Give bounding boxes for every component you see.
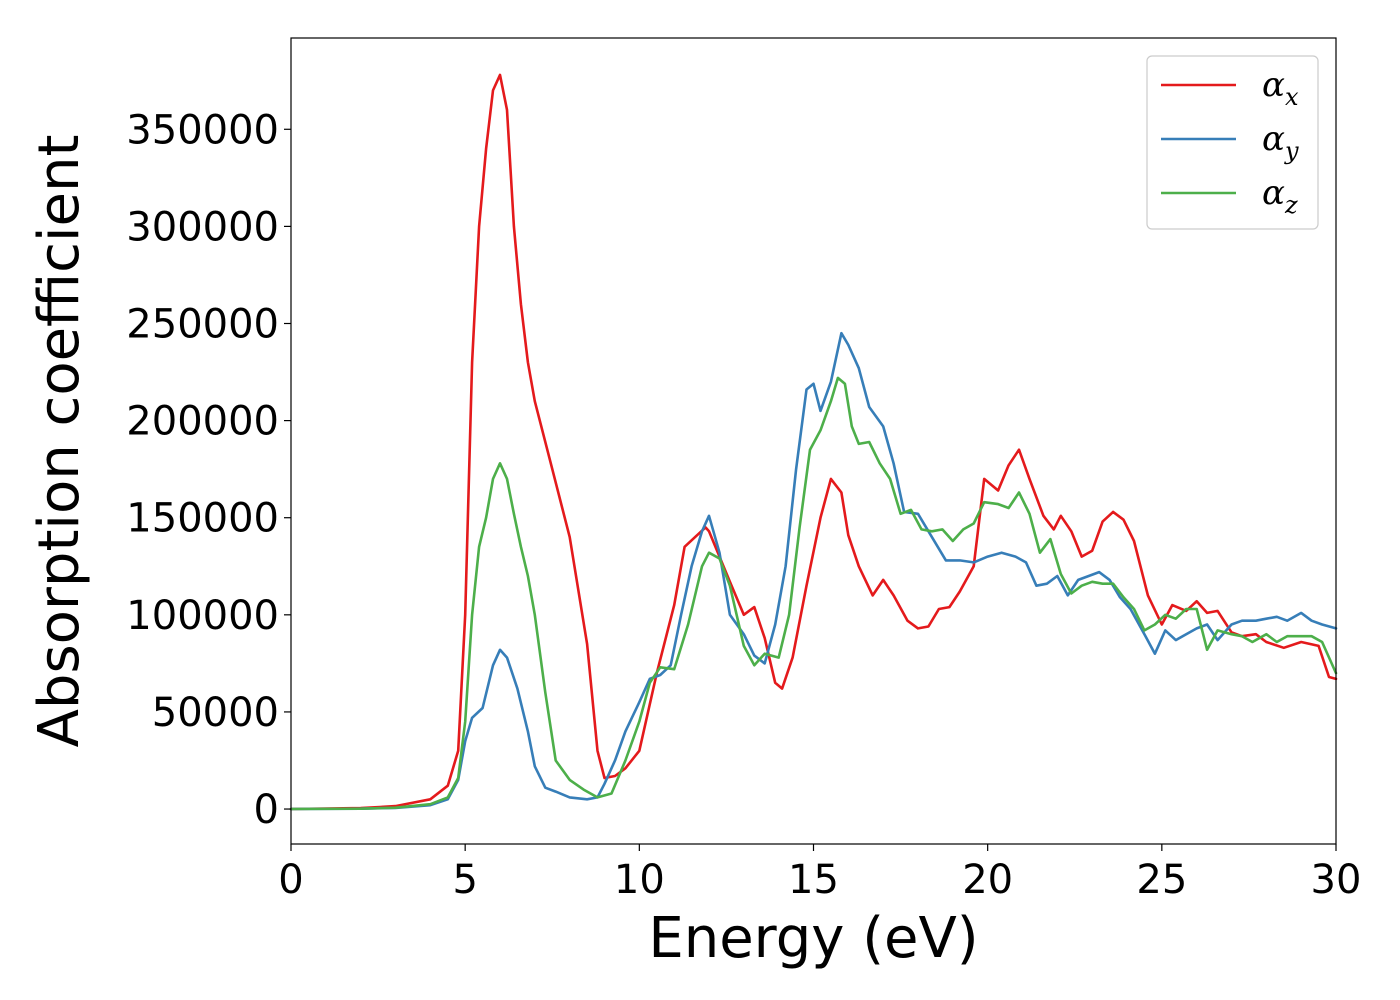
x-tick-label: 25 bbox=[1136, 857, 1187, 903]
x-tick-label: 30 bbox=[1311, 857, 1362, 903]
x-tick-label: 15 bbox=[788, 857, 839, 903]
legend-label-z: αz bbox=[1262, 173, 1298, 219]
x-tick-label: 20 bbox=[962, 857, 1013, 903]
legend-label-x: αx bbox=[1262, 65, 1299, 111]
x-tick-label: 0 bbox=[278, 857, 303, 903]
legend: αx αy αz bbox=[1146, 55, 1319, 230]
y-axis-label: Absorption coefficient bbox=[27, 135, 92, 748]
y-tick-label: 250000 bbox=[126, 301, 279, 347]
legend-label-y: αy bbox=[1262, 119, 1299, 165]
y-tick-label: 350000 bbox=[126, 107, 279, 153]
y-tick-label: 200000 bbox=[126, 399, 279, 445]
y-tick-label: 0 bbox=[254, 787, 279, 833]
y-tick-label: 300000 bbox=[126, 204, 279, 250]
y-tick-label: 100000 bbox=[126, 593, 279, 639]
x-tick-label: 10 bbox=[614, 857, 665, 903]
series-line-z bbox=[289, 376, 1338, 811]
y-tick-label: 150000 bbox=[126, 496, 279, 542]
series-line-y bbox=[289, 331, 1338, 811]
x-tick-label: 5 bbox=[452, 857, 477, 903]
x-axis-label: Energy (eV) bbox=[648, 906, 978, 971]
y-axis: 0 50000 100000 150000 200000 250000 300000 3500… bbox=[126, 107, 291, 833]
x-axis: 0 5 10 15 20 25 30 bbox=[278, 844, 1361, 903]
legend-box bbox=[1146, 55, 1319, 230]
series-layer bbox=[289, 73, 1338, 811]
y-tick-label: 50000 bbox=[152, 690, 279, 736]
